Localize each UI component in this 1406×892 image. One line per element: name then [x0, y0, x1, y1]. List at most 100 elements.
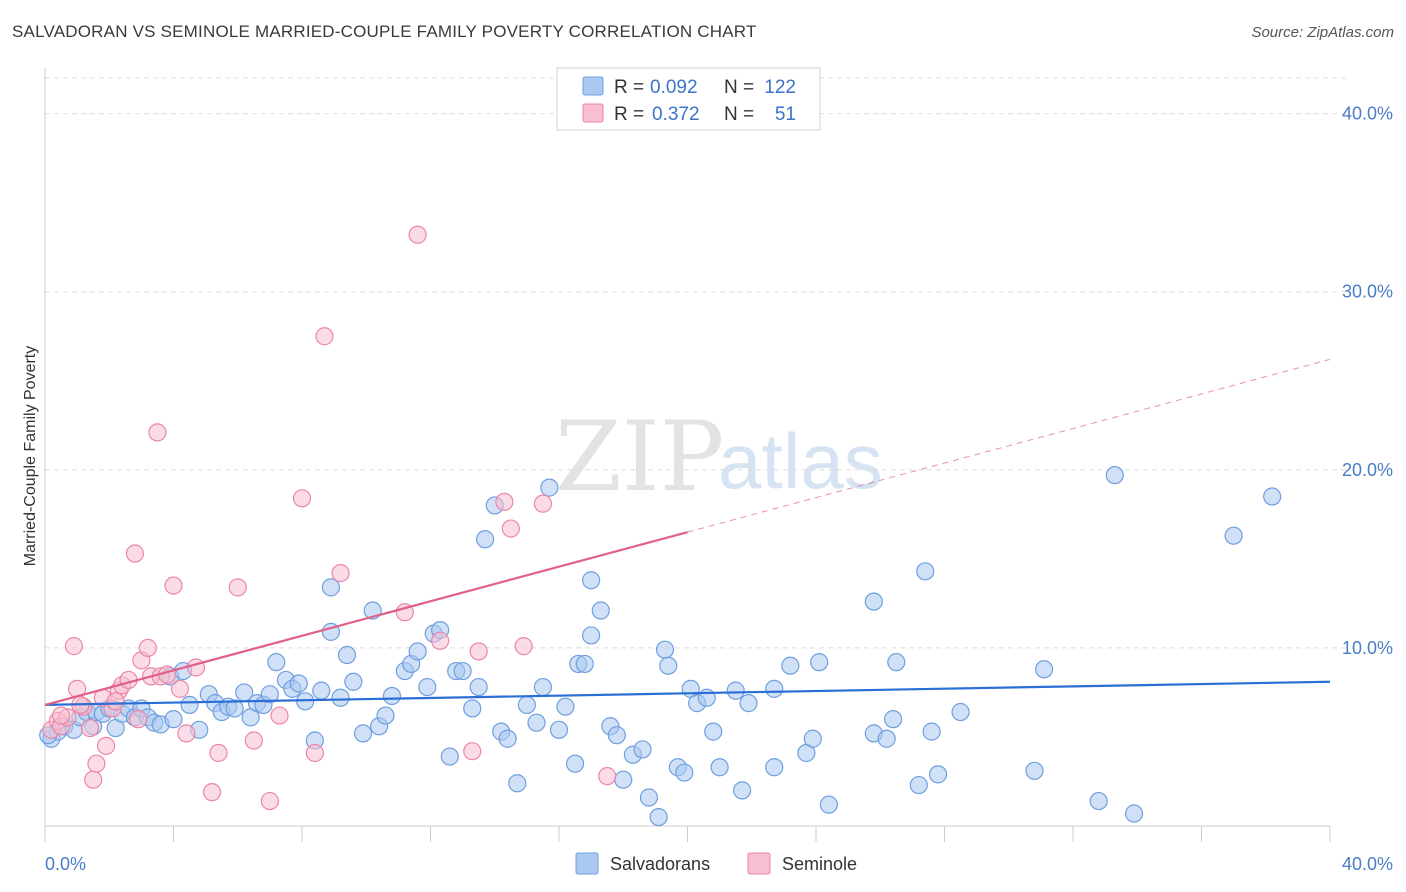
salvadoran-point-98 — [765, 758, 784, 777]
tick-labels: 10.0% 20.0% 30.0% 40.0% 0.0% 40.0% — [45, 104, 1393, 874]
y-tick-label-40: 40.0% — [1342, 104, 1393, 124]
bottom-legend-swatch-seminole — [747, 852, 771, 875]
salvadoran-point-59 — [463, 699, 482, 718]
seminole-point-50 — [106, 692, 125, 711]
seminole-point-16 — [125, 544, 145, 563]
legend-swatch-salvadorans — [582, 76, 604, 96]
seminole-point-9 — [87, 754, 106, 773]
salvadoran-point-108 — [887, 653, 906, 672]
seminole-point-39 — [408, 225, 427, 244]
seminole-point-33 — [270, 706, 289, 725]
salvadoran-point-99 — [781, 656, 800, 675]
x-tick-label-max: 40.0% — [1342, 854, 1393, 874]
seminole-point-24 — [164, 576, 183, 595]
legend-n-value-1: 122 — [764, 77, 796, 98]
salvadoran-point-119 — [1224, 526, 1243, 545]
source-credit: Source: ZipAtlas.com — [1251, 24, 1394, 41]
salvadoran-point-21 — [180, 695, 199, 714]
salvadoran-point-116 — [1089, 791, 1108, 811]
seminole-point-26 — [177, 724, 196, 743]
salvadoran-point-85 — [655, 640, 675, 659]
salvadoran-point-117 — [1105, 466, 1124, 485]
salvadoran-point-52 — [408, 642, 427, 661]
salvadoran-point-92 — [704, 722, 723, 741]
salvadoran-point-82 — [633, 740, 652, 759]
seminole-point-27 — [186, 658, 206, 677]
bottom-legend-label-seminole: Seminole — [782, 854, 857, 874]
salvadoran-point-106 — [877, 729, 896, 748]
salvadoran-regression-line — [44, 680, 1331, 706]
salvadoran-point-114 — [1025, 761, 1044, 780]
salvadoran-point-32 — [260, 685, 279, 704]
regression-lines — [44, 358, 1331, 706]
seminole-point-34 — [292, 489, 312, 508]
seminole-point-48 — [51, 706, 71, 725]
legend-top: R = 0.092 N = 122 R = 0.372 N = 51 — [556, 67, 821, 131]
seminole-point-32 — [260, 791, 279, 811]
seminole-point-40 — [431, 631, 450, 650]
watermark-zip: ZIP — [555, 401, 724, 513]
salvadoran-point-101 — [803, 729, 822, 748]
salvadoran-point-110 — [916, 562, 935, 581]
y-axis-label: Married-Couple Family Poverty — [22, 346, 39, 567]
salvadoran-point-64 — [498, 729, 517, 748]
seminole-point-44 — [501, 519, 520, 538]
salvadoran-point-86 — [659, 656, 678, 675]
salvadoran-point-120 — [1263, 487, 1282, 506]
seminole-regression-line — [44, 531, 688, 706]
seminole-point-7 — [80, 718, 100, 738]
salvadoran-point-94 — [726, 681, 745, 700]
legend-n-label-1: N = — [724, 77, 754, 98]
salvadoran-point-58 — [453, 661, 472, 681]
salvadoran-point-33 — [267, 653, 286, 672]
salvadoran-point-80 — [614, 770, 633, 789]
y-tick-label-30: 30.0% — [1342, 282, 1393, 302]
salvadoran-point-56 — [440, 747, 459, 766]
seminole-point-42 — [469, 642, 488, 661]
salvadoran-point-115 — [1034, 660, 1054, 679]
salvadoran-point-95 — [733, 781, 752, 800]
salvadoran-point-20 — [164, 710, 183, 729]
salvadoran-point-61 — [476, 530, 495, 549]
legend-r-label-1: R = — [614, 77, 644, 98]
seminole-point-37 — [331, 564, 350, 583]
bottom-legend-swatch-salvadorans — [575, 852, 599, 875]
seminole-point-17 — [129, 710, 148, 729]
legend-bottom: Salvadorans Seminole — [575, 852, 857, 875]
watermark-atlas: atlas — [718, 417, 883, 505]
salvadoran-point-111 — [922, 722, 941, 741]
salvadoran-point-45 — [353, 724, 373, 743]
salvadoran-point-109 — [909, 775, 928, 795]
seminole-point-46 — [533, 494, 553, 513]
salvadoran-point-53 — [418, 677, 437, 697]
seminole-point-47 — [598, 767, 617, 786]
salvadoran-point-107 — [883, 710, 903, 729]
seminole-point-25 — [170, 679, 190, 698]
salvadoran-point-88 — [675, 763, 694, 782]
seminole-point-8 — [84, 770, 103, 789]
salvadoran-point-44 — [344, 672, 363, 691]
axes — [44, 68, 1331, 842]
seminole-regression-line-extension — [687, 358, 1331, 533]
chart-title: SALVADORAN VS SEMINOLE MARRIED-COUPLE FA… — [12, 22, 757, 41]
salvadoran-point-79 — [607, 726, 626, 745]
salvadoran-point-112 — [928, 765, 948, 784]
salvadoran-point-118 — [1124, 804, 1144, 823]
seminole-point-29 — [209, 743, 228, 763]
bottom-legend-label-salvadorans: Salvadorans — [610, 854, 710, 874]
salvadoran-point-83 — [639, 788, 659, 807]
seminole-point-31 — [244, 731, 263, 750]
salvadoran-point-68 — [533, 677, 553, 697]
seminole-point-11 — [96, 736, 116, 755]
legend-r-label-2: R = — [614, 104, 644, 125]
seminole-point-30 — [228, 578, 247, 597]
salvadoran-point-67 — [527, 713, 546, 732]
seminole-point-28 — [202, 783, 222, 802]
salvadoran-point-77 — [582, 571, 601, 590]
salvadoran-point-96 — [739, 694, 758, 713]
seminole-point-45 — [514, 637, 533, 656]
legend-n-label-2: N = — [724, 104, 754, 125]
y-tick-label-10: 10.0% — [1342, 638, 1393, 658]
seminole-point-41 — [463, 742, 482, 761]
